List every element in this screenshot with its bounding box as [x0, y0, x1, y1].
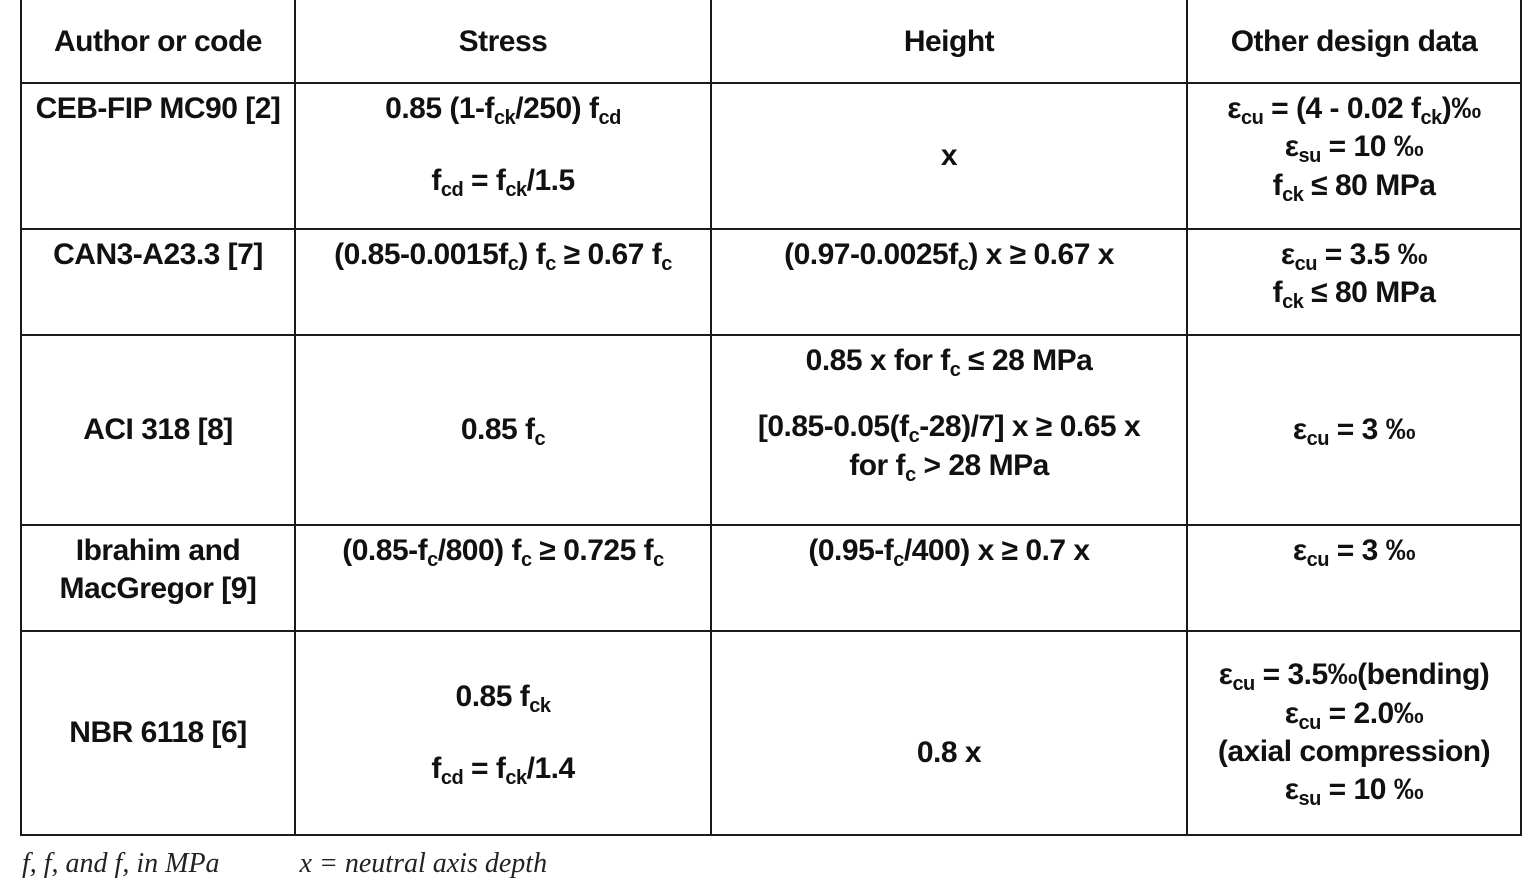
- cell-author: CAN3-A23.3 [7]: [20, 228, 296, 336]
- other-line: εsu = 10 ‰: [1284, 130, 1424, 168]
- cell-stress: 0.85 (1-fck/250) fcd fcd = fck/1.5: [294, 82, 712, 230]
- cell-stress: (0.85-0.0015fc) fc ≥ 0.67 fc: [294, 228, 712, 336]
- table-row: CEB-FIP MC90 [2] 0.85 (1-fck/250) fcd fc…: [20, 82, 1522, 230]
- table-row: CAN3-A23.3 [7] (0.85-0.0015fc) fc ≥ 0.67…: [20, 228, 1522, 336]
- author-text: MacGregor [9]: [59, 572, 257, 606]
- cell-other: εcu = (4 - 0.02 fck)‰ εsu = 10 ‰ fck ≤ 8…: [1186, 82, 1522, 230]
- footnote-units: f, f, and f, in MPa: [22, 848, 220, 879]
- cell-stress: 0.85 fc: [294, 334, 712, 526]
- cell-author: CEB-FIP MC90 [2]: [20, 82, 296, 230]
- footnote-neutral-axis: x = neutral axis depth: [299, 848, 548, 879]
- height-line: (0.95-fc/400) x ≥ 0.7 x: [808, 534, 1090, 571]
- header-stress: Stress: [294, 0, 712, 84]
- author-text: CAN3-A23.3 [7]: [53, 238, 263, 271]
- cell-height: (0.97-0.0025fc) x ≥ 0.67 x: [710, 228, 1188, 336]
- other-line: εcu = 2.0‰: [1284, 696, 1424, 734]
- cell-height: 0.8 x: [710, 630, 1188, 836]
- author-text: CEB-FIP MC90 [2]: [35, 92, 281, 125]
- cell-author: NBR 6118 [6]: [20, 630, 296, 836]
- cell-other: εcu = 3.5‰(bending) εcu = 2.0‰ (axial co…: [1186, 630, 1522, 836]
- cell-other: εcu = 3.5 ‰ fck ≤ 80 MPa: [1186, 228, 1522, 336]
- author-text: ACI 318 [8]: [83, 412, 233, 446]
- other-line: fck ≤ 80 MPa: [1272, 168, 1436, 206]
- header-other-design-data: Other design data: [1186, 0, 1522, 84]
- cell-author: ACI 318 [8]: [20, 334, 296, 526]
- table-row: ACI 318 [8] 0.85 fc 0.85 x for fc ≤ 28 M…: [20, 334, 1522, 526]
- height-line: (0.97-0.0025fc) x ≥ 0.67 x: [784, 238, 1114, 275]
- table-row: Ibrahim and MacGregor [9] (0.85-fc/800) …: [20, 524, 1522, 632]
- stress-line: 0.85 fc: [460, 412, 546, 450]
- header-author: Author or code: [20, 0, 296, 84]
- height-line: 0.85 x for fc ≤ 28 MPa: [805, 344, 1093, 381]
- author-text: Ibrahim and: [75, 534, 241, 567]
- spacer: [300, 716, 706, 750]
- stress-line: (0.85-0.0015fc) fc ≥ 0.67 fc: [334, 238, 672, 275]
- header-height: Height: [710, 0, 1188, 84]
- other-line: εcu = 3.5 ‰: [1280, 238, 1428, 275]
- table-header-row: Author or code Stress Height Other desig…: [20, 0, 1522, 84]
- height-line: x: [940, 138, 958, 172]
- stress-line: 0.85 fck: [455, 679, 551, 717]
- cell-author: Ibrahim and MacGregor [9]: [20, 524, 296, 632]
- other-line: (axial compression): [1217, 735, 1491, 768]
- cell-height: x: [710, 82, 1188, 230]
- cell-other: εcu = 3 ‰: [1186, 334, 1522, 526]
- author-text: NBR 6118 [6]: [69, 715, 247, 749]
- cell-stress: 0.85 fck fcd = fck/1.4: [294, 630, 712, 836]
- cell-other: εcu = 3 ‰: [1186, 524, 1522, 632]
- other-line: fck ≤ 80 MPa: [1272, 276, 1436, 314]
- spacer: [716, 380, 1182, 408]
- design-parameters-table: Author or code Stress Height Other desig…: [20, 0, 1522, 836]
- cell-stress: (0.85-fc/800) fc ≥ 0.725 fc: [294, 524, 712, 632]
- cell-height: (0.95-fc/400) x ≥ 0.7 x: [710, 524, 1188, 632]
- stress-line: (0.85-fc/800) fc ≥ 0.725 fc: [342, 534, 664, 571]
- other-line: εsu = 10 ‰: [1284, 773, 1424, 811]
- other-line: εcu = 3 ‰: [1292, 412, 1416, 450]
- stress-line: fcd = fck/1.5: [431, 164, 575, 202]
- table-footnote: f, f, and f, in MPa x = neutral axis dept…: [22, 848, 547, 880]
- stress-line: 0.85 (1-fck/250) fcd: [385, 92, 621, 129]
- spacer: [300, 128, 706, 162]
- other-line: εcu = 3 ‰: [1292, 534, 1416, 571]
- stress-line: fcd = fck/1.4: [431, 752, 575, 789]
- height-line: for fc > 28 MPa: [849, 448, 1049, 486]
- cell-height: 0.85 x for fc ≤ 28 MPa [0.85-0.05(fc-28)…: [710, 334, 1188, 526]
- height-line: 0.8 x: [916, 735, 982, 769]
- other-line: εcu = 3.5‰(bending): [1218, 658, 1490, 696]
- height-line: [0.85-0.05(fc-28)/7] x ≥ 0.65 x: [757, 410, 1141, 448]
- other-line: εcu = (4 - 0.02 fck)‰: [1227, 92, 1481, 129]
- table-row: NBR 6118 [6] 0.85 fck fcd = fck/1.4 0.8 …: [20, 630, 1522, 836]
